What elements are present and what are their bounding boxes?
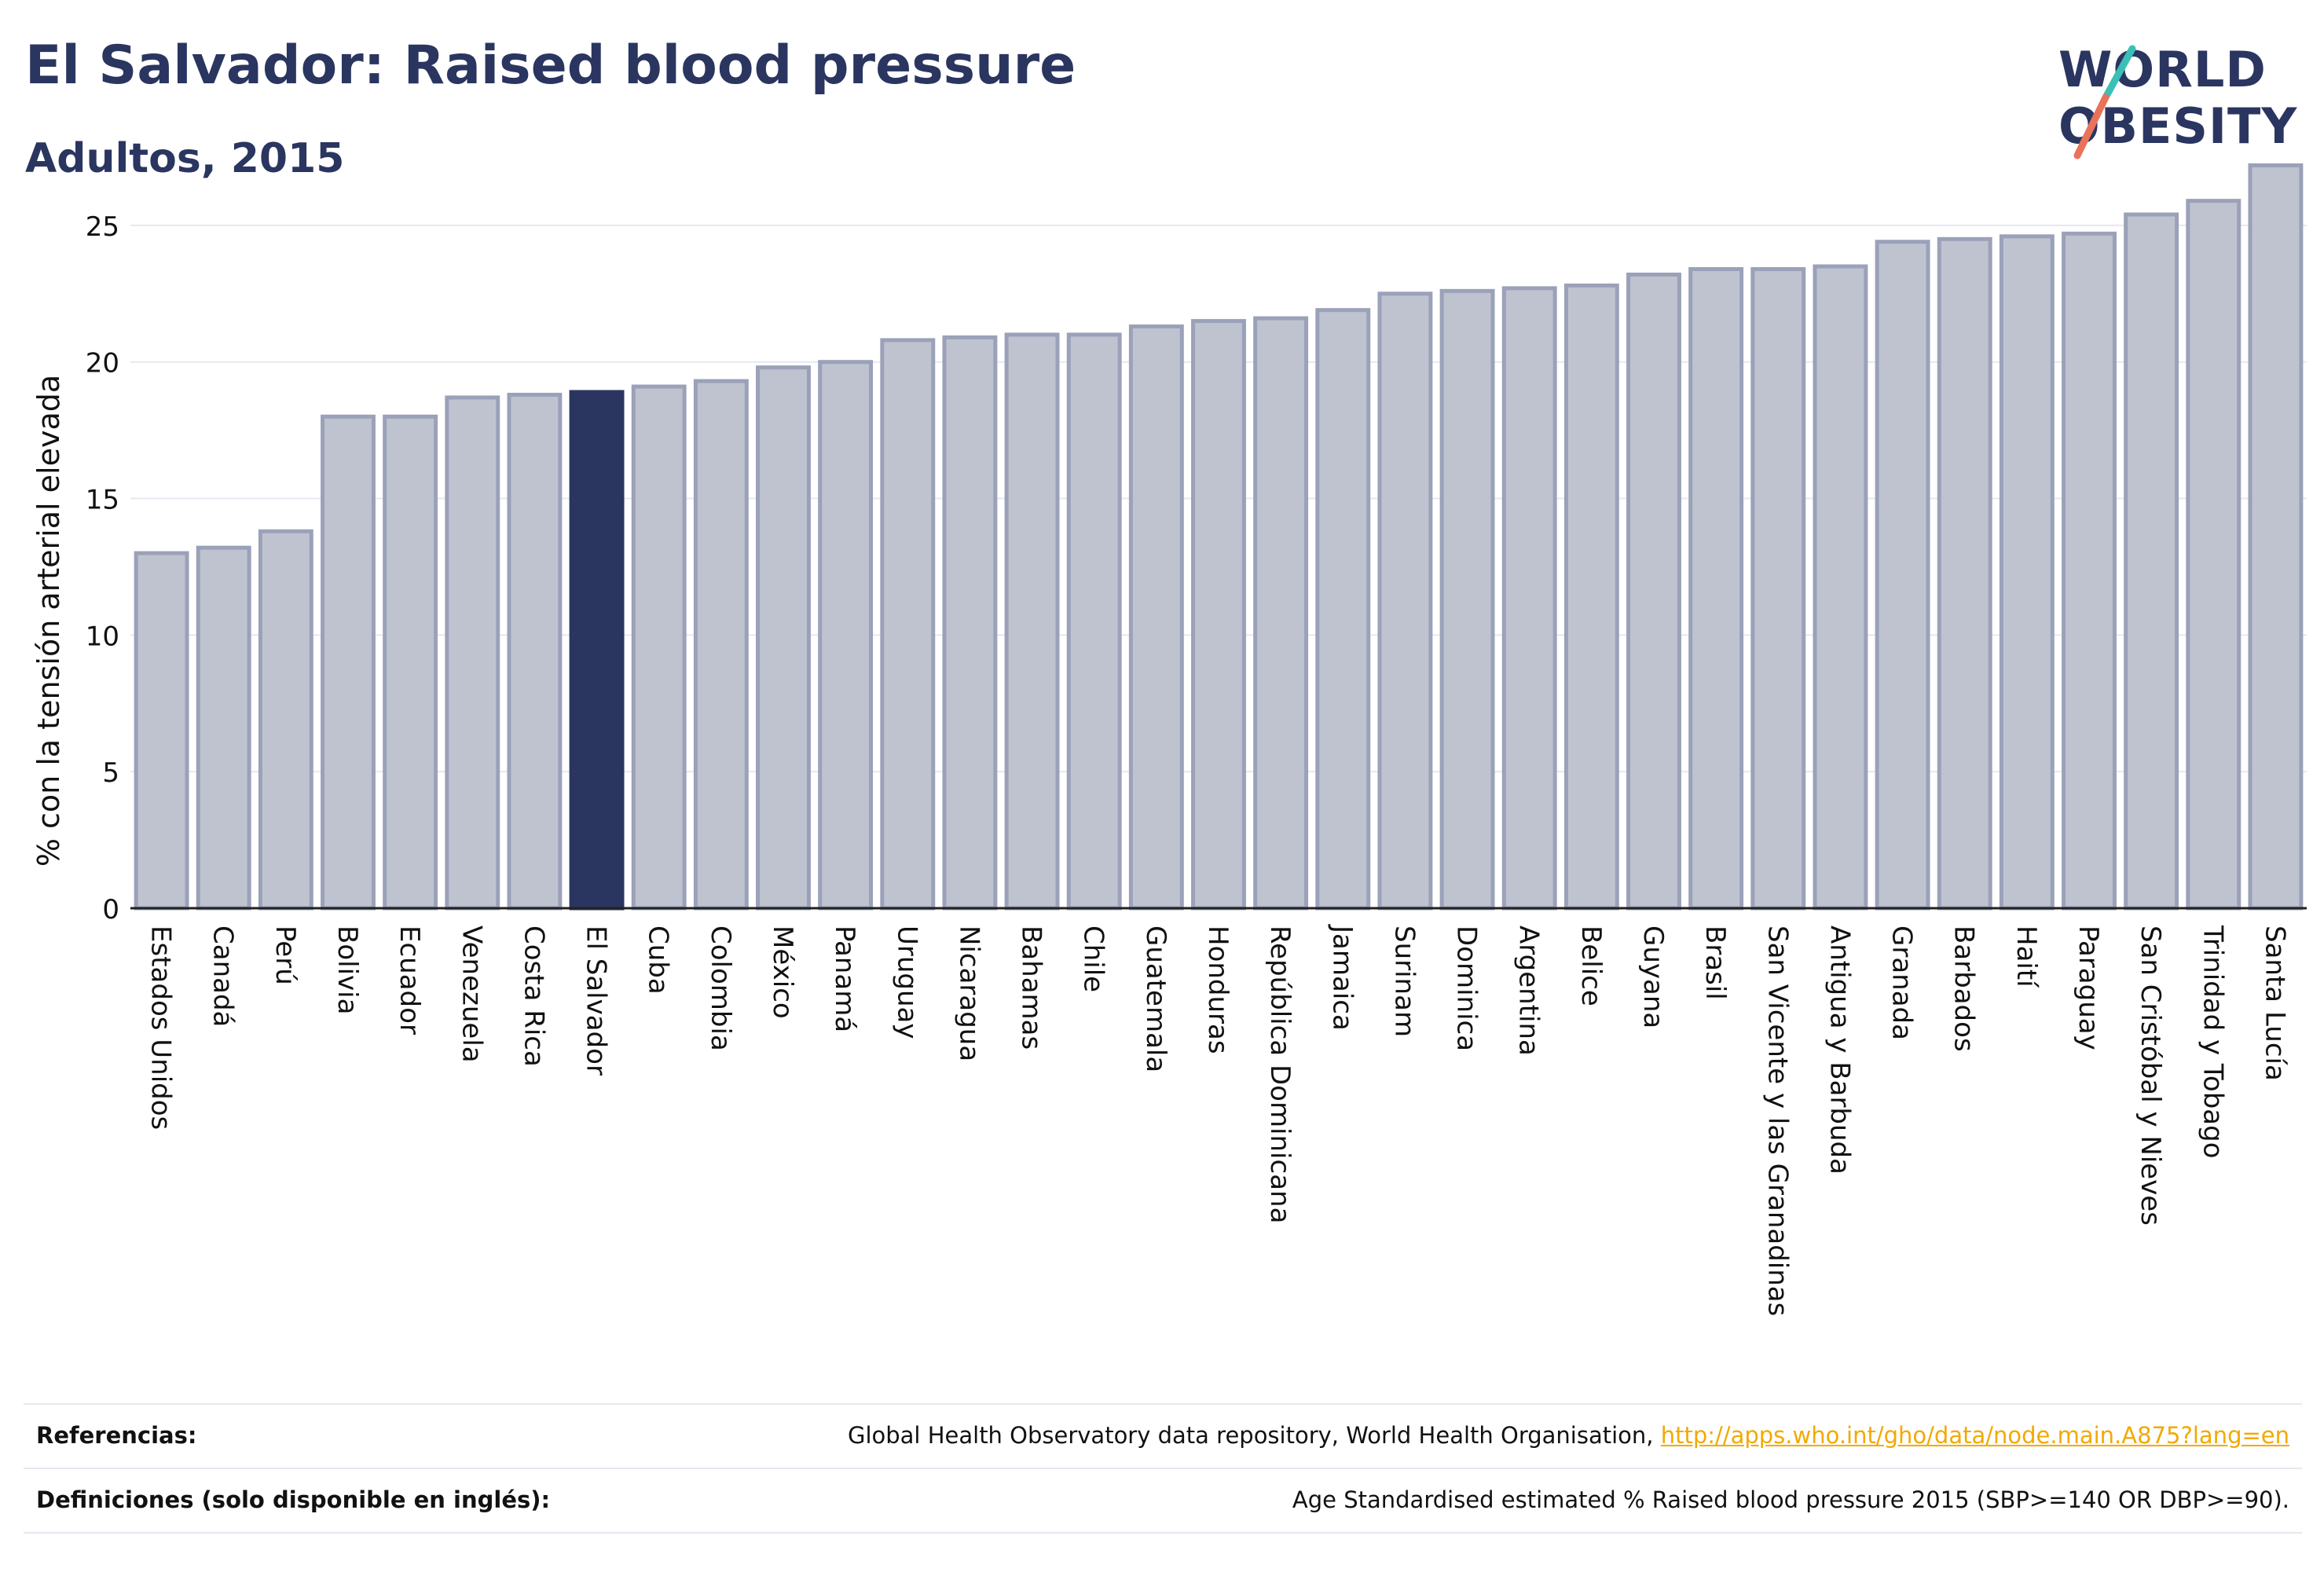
y-tick-label: 15: [86, 485, 119, 516]
bar[interactable]: [2124, 212, 2179, 911]
bar[interactable]: [2062, 231, 2117, 911]
references-text: Global Health Observatory data repositor…: [847, 1422, 1661, 1449]
page-title: El Salvador: Raised blood pressure: [25, 35, 1076, 97]
definitions-label: Definiciones (solo disponible en inglés)…: [36, 1486, 551, 1513]
bar-chart: 0 5 10 15 20 25 Estados Unidos Canadá Perú Boliv…: [31, 163, 2307, 1316]
x-tick-label: Chile: [1078, 925, 1109, 992]
x-tick-label: Cuba: [643, 925, 674, 995]
bar[interactable]: [1626, 272, 1681, 911]
page-subtitle: Adultos, 2015: [25, 135, 345, 182]
y-axis-label: % con la tensión arterial elevada: [31, 375, 66, 867]
bar[interactable]: [1439, 288, 1495, 911]
bar[interactable]: [2186, 199, 2242, 911]
bar[interactable]: [1813, 264, 1868, 911]
x-tick-label: República Dominicana: [1264, 925, 1296, 1223]
bar[interactable]: [942, 335, 998, 911]
definitions-value: Age Standardised estimated % Raised bloo…: [1292, 1486, 2289, 1513]
x-tick-label: San Cristóbal y Nieves: [2135, 925, 2166, 1226]
x-tick-label: Uruguay: [891, 925, 922, 1039]
y-tick-label: 5: [102, 757, 119, 789]
bar[interactable]: [1937, 236, 1992, 911]
bar[interactable]: [1066, 332, 1122, 911]
x-tick-label: Surinam: [1388, 925, 1420, 1037]
x-tick-label: Panamá: [829, 925, 860, 1032]
bar[interactable]: [196, 545, 251, 911]
x-tick-label: Trinidad y Tobago: [2197, 925, 2228, 1159]
footer-divider: [24, 1532, 2302, 1534]
x-tick-labels: Estados Unidos Canadá Perú Bolivia Ecuador Ve…: [145, 924, 2291, 1316]
bar[interactable]: [1004, 332, 1060, 911]
bar[interactable]: [1191, 319, 1246, 911]
x-tick-label: Perú: [269, 925, 301, 985]
x-tick-label: Bahamas: [1016, 925, 1047, 1050]
bar[interactable]: [693, 379, 749, 911]
x-tick-label: Colombia: [705, 925, 736, 1051]
bar[interactable]: [1501, 286, 1557, 911]
references-link[interactable]: http://apps.who.int/gho/data/node.main.A…: [1660, 1422, 2289, 1449]
bar[interactable]: [1315, 308, 1371, 911]
definitions-row: Definiciones (solo disponible en inglés)…: [24, 1468, 2302, 1532]
y-tick-label: 0: [102, 894, 119, 925]
x-tick-label: Granada: [1886, 925, 1918, 1040]
x-tick-label: Canadá: [207, 925, 239, 1027]
x-tick-label: Paraguay: [2073, 925, 2104, 1050]
y-tick-label: 20: [86, 348, 119, 379]
logo-slash-top-icon: [2102, 45, 2136, 101]
bar[interactable]: [1128, 324, 1184, 911]
references-row: Referencias: Global Health Observatory d…: [24, 1403, 2302, 1468]
x-tick-label: Belice: [1575, 925, 1607, 1006]
bars: [134, 163, 2304, 911]
x-tick-label: Costa Rica: [518, 925, 549, 1067]
logo-line1: WORLD: [2058, 41, 2267, 98]
bar[interactable]: [134, 551, 189, 911]
x-tick-label: El Salvador: [581, 925, 612, 1076]
bar[interactable]: [1377, 291, 1433, 911]
bar[interactable]: [756, 365, 811, 911]
x-tick-label: Haití: [2011, 925, 2042, 988]
world-obesity-logo: WORLD OBESITY: [2058, 41, 2297, 159]
bar[interactable]: [880, 338, 936, 911]
x-tick-label: Dominica: [1451, 925, 1483, 1051]
bar[interactable]: [2248, 163, 2304, 911]
x-tick-label: Guyana: [1637, 925, 1669, 1028]
x-tick-label: San Vicente y las Granadinas: [1761, 925, 1793, 1316]
bar[interactable]: [321, 414, 376, 911]
x-tick-label: Jamaica: [1326, 924, 1358, 1031]
x-tick-label: Ecuador: [394, 925, 425, 1035]
x-tick-label: Estados Unidos: [145, 925, 177, 1130]
bar[interactable]: [631, 384, 687, 911]
bar[interactable]: [383, 414, 438, 911]
bar[interactable]: [569, 390, 625, 911]
y-tick-label: 25: [86, 211, 119, 243]
x-tick-label: Venezuela: [456, 925, 487, 1063]
bar[interactable]: [258, 529, 313, 911]
bar[interactable]: [1253, 316, 1309, 911]
x-tick-label: Guatemala: [1140, 925, 1171, 1072]
y-tick-labels: 0 5 10 15 20 25: [86, 211, 119, 925]
bar[interactable]: [818, 360, 874, 911]
x-tick-label: Antigua y Barbuda: [1824, 925, 1855, 1175]
x-tick-label: Barbados: [1948, 925, 1980, 1052]
x-tick-label: Honduras: [1202, 925, 1233, 1054]
x-tick-label: México: [767, 925, 798, 1019]
x-tick-label: Brasil: [1699, 925, 1731, 1000]
references-label: Referencias:: [36, 1422, 197, 1449]
bar[interactable]: [445, 395, 500, 911]
y-tick-label: 10: [86, 621, 119, 652]
bar[interactable]: [1688, 267, 1744, 911]
x-tick-label: Bolivia: [332, 925, 363, 1014]
x-tick-label: Santa Lucía: [2259, 925, 2290, 1081]
bar[interactable]: [1875, 240, 1930, 911]
bar[interactable]: [507, 392, 563, 911]
bar[interactable]: [1750, 267, 1806, 911]
logo-slash-bottom-icon: [2073, 93, 2110, 159]
x-tick-label: Argentina: [1513, 925, 1545, 1056]
references-value: Global Health Observatory data repositor…: [848, 1422, 2289, 1449]
bar[interactable]: [1999, 234, 2055, 911]
x-tick-label: Nicaragua: [953, 925, 984, 1061]
bar[interactable]: [1563, 283, 1619, 911]
